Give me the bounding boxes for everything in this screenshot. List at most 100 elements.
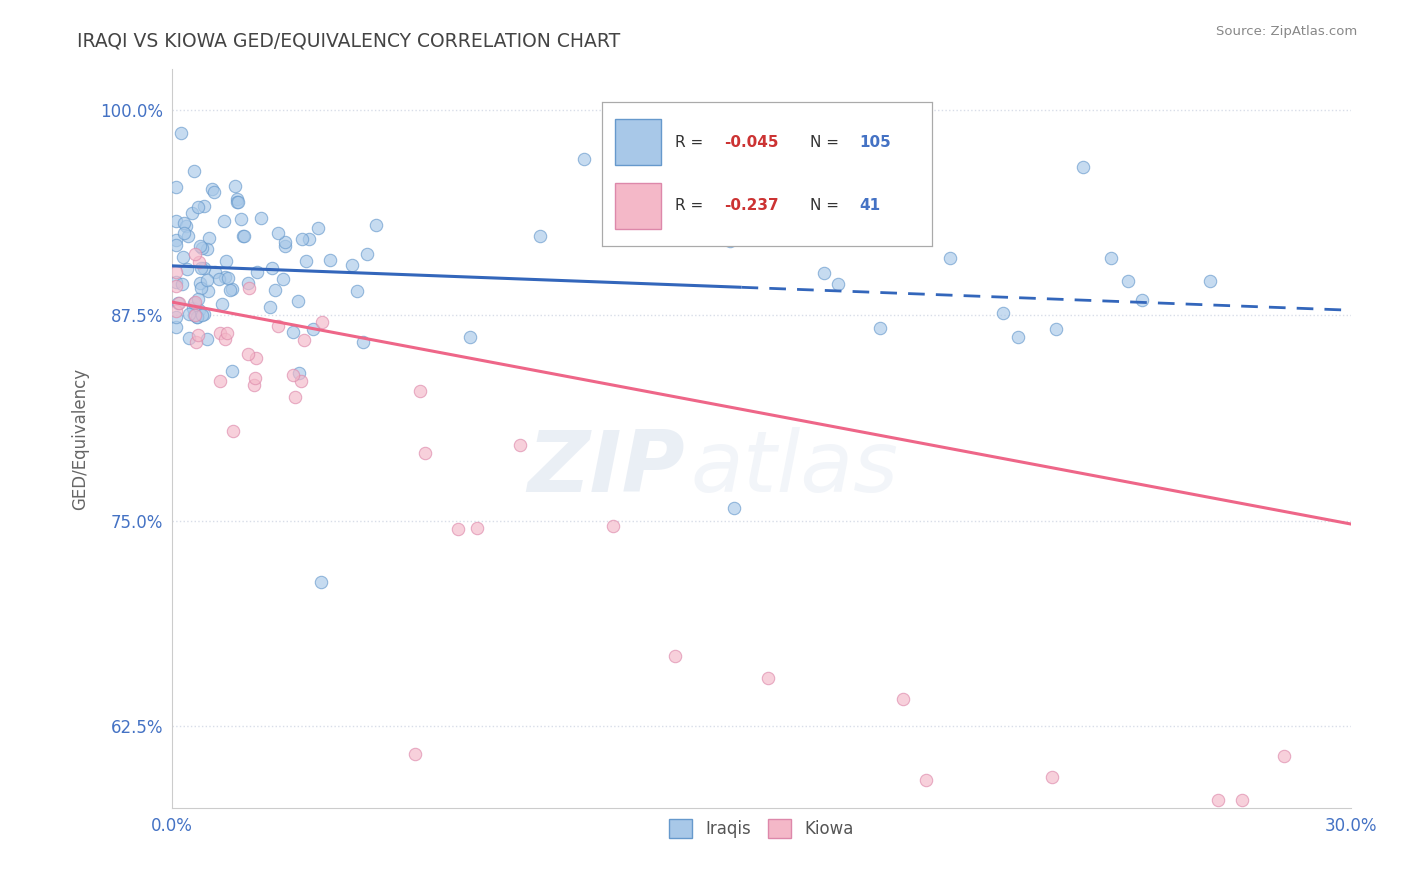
Point: [238, 277, 260, 291]
Point: [307, 221, 329, 235]
Point: [209, 326, 232, 340]
Point: [915, 773, 938, 788]
Point: [238, 281, 260, 295]
Point: [217, 271, 239, 285]
Point: [188, 276, 211, 290]
Point: [165, 238, 187, 252]
Point: [221, 282, 243, 296]
Point: [204, 265, 226, 279]
Point: [165, 233, 187, 247]
Point: [991, 306, 1014, 320]
Point: [413, 446, 436, 460]
Point: [352, 335, 374, 350]
Point: [813, 266, 835, 280]
Point: [183, 308, 205, 322]
Point: [529, 228, 551, 243]
Point: [177, 307, 200, 321]
Point: [1116, 274, 1139, 288]
Point: [284, 390, 307, 404]
Point: [891, 692, 914, 706]
Point: [173, 226, 195, 240]
Point: [183, 164, 205, 178]
Point: [172, 250, 194, 264]
Point: [211, 296, 233, 310]
Point: [297, 232, 319, 246]
Point: [290, 374, 312, 388]
Point: [783, 211, 806, 226]
Text: Source: ZipAtlas.com: Source: ZipAtlas.com: [1216, 25, 1357, 38]
Point: [165, 275, 187, 289]
Point: [249, 211, 271, 225]
Point: [191, 308, 214, 322]
Point: [195, 273, 218, 287]
Point: [404, 747, 426, 761]
Point: [219, 283, 242, 297]
Point: [287, 293, 309, 308]
Point: [195, 243, 218, 257]
Point: [225, 194, 247, 209]
Point: [319, 253, 342, 268]
Point: [366, 219, 388, 233]
Point: [295, 253, 318, 268]
Point: [183, 296, 205, 310]
Point: [756, 671, 779, 685]
Point: [187, 328, 209, 343]
Point: [165, 303, 187, 318]
Point: [664, 648, 686, 663]
Point: [1198, 274, 1220, 288]
Point: [190, 261, 212, 276]
Point: [236, 347, 259, 361]
Point: [827, 277, 849, 292]
Point: [291, 232, 314, 246]
Point: [245, 351, 267, 365]
Point: [869, 321, 891, 335]
Point: [259, 300, 281, 314]
Point: [197, 284, 219, 298]
Point: [215, 253, 238, 268]
Point: [409, 384, 432, 399]
Point: [1073, 160, 1095, 174]
Point: [273, 272, 295, 286]
Point: [179, 331, 201, 345]
Point: [208, 271, 231, 285]
Point: [1130, 293, 1153, 307]
Point: [184, 335, 207, 350]
Point: [208, 374, 231, 388]
Point: [226, 192, 249, 206]
Point: [292, 334, 315, 348]
Point: [243, 378, 266, 392]
Point: [1045, 322, 1067, 336]
Point: [165, 214, 187, 228]
Point: [165, 265, 187, 279]
Point: [165, 320, 187, 334]
Point: [188, 255, 211, 269]
Point: [176, 262, 198, 277]
Point: [467, 521, 489, 535]
Point: [574, 152, 596, 166]
Point: [281, 368, 304, 383]
Point: [267, 318, 290, 333]
Point: [167, 296, 190, 310]
Point: [172, 277, 194, 292]
Point: [340, 258, 363, 272]
Point: [221, 424, 243, 438]
Point: [187, 200, 209, 214]
Point: [181, 301, 204, 315]
Point: [188, 238, 211, 252]
Point: [447, 522, 470, 536]
Point: [214, 332, 236, 346]
Point: [193, 307, 215, 321]
Point: [187, 303, 209, 318]
Point: [346, 284, 368, 298]
Point: [193, 199, 215, 213]
Point: [274, 239, 297, 253]
Point: [232, 229, 254, 244]
Point: [212, 213, 235, 227]
Point: [186, 310, 208, 324]
Point: [1206, 793, 1229, 807]
Point: [187, 293, 209, 307]
Point: [458, 330, 481, 344]
Point: [191, 241, 214, 255]
Point: [302, 321, 325, 335]
Point: [232, 228, 254, 243]
